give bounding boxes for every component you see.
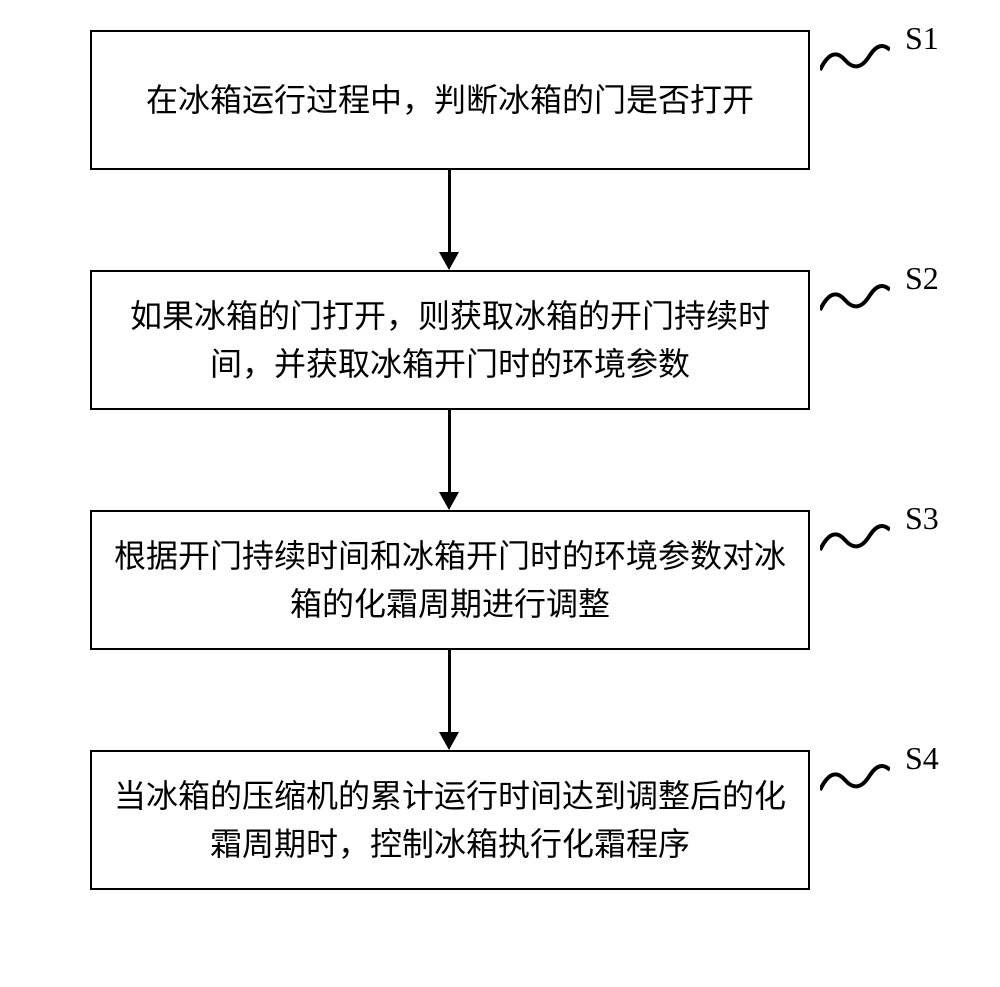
step-box-s3: 根据开门持续时间和冰箱开门时的环境参数对冰箱的化霜周期进行调整 (90, 510, 810, 650)
step-text: 根据开门持续时间和冰箱开门时的环境参数对冰箱的化霜周期进行调整 (112, 532, 788, 628)
squiggle-s4 (820, 760, 890, 800)
arrow-head-3 (439, 732, 459, 750)
squiggle-s1 (820, 40, 890, 80)
arrow-head-2 (439, 492, 459, 510)
step-label-s3: S3 (905, 500, 939, 537)
step-text: 在冰箱运行过程中，判断冰箱的门是否打开 (146, 76, 754, 124)
step-box-s4: 当冰箱的压缩机的累计运行时间达到调整后的化霜周期时，控制冰箱执行化霜程序 (90, 750, 810, 890)
arrow-head-1 (439, 252, 459, 270)
step-label-s2: S2 (905, 260, 939, 297)
step-label-s4: S4 (905, 740, 939, 777)
squiggle-s3 (820, 520, 890, 560)
step-box-s1: 在冰箱运行过程中，判断冰箱的门是否打开 (90, 30, 810, 170)
step-text: 当冰箱的压缩机的累计运行时间达到调整后的化霜周期时，控制冰箱执行化霜程序 (112, 772, 788, 868)
step-label-s1: S1 (905, 20, 939, 57)
arrow-line-3 (448, 650, 451, 732)
arrow-line-2 (448, 410, 451, 492)
flowchart-canvas: 在冰箱运行过程中，判断冰箱的门是否打开 S1 如果冰箱的门打开，则获取冰箱的开门… (0, 0, 1000, 987)
step-box-s2: 如果冰箱的门打开，则获取冰箱的开门持续时间，并获取冰箱开门时的环境参数 (90, 270, 810, 410)
squiggle-s2 (820, 280, 890, 320)
arrow-line-1 (448, 170, 451, 252)
step-text: 如果冰箱的门打开，则获取冰箱的开门持续时间，并获取冰箱开门时的环境参数 (112, 292, 788, 388)
